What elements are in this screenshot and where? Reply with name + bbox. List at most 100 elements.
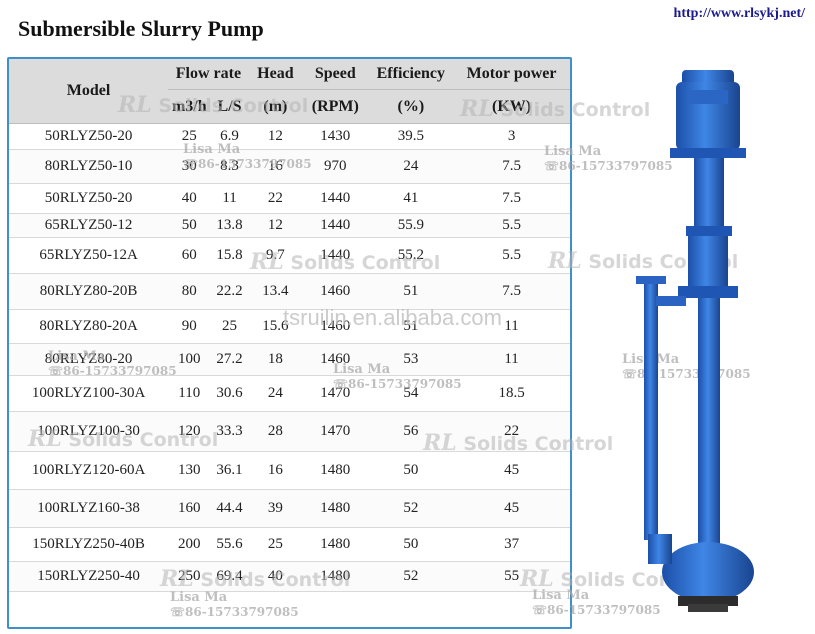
header-motor-power: Motor power bbox=[453, 59, 570, 90]
cell-speed: 1460 bbox=[302, 273, 369, 310]
cell-motor-power: 37 bbox=[453, 527, 570, 562]
table-row: 65RLYZ50-12 50 13.8 12 1440 55.9 5.5 bbox=[9, 213, 570, 238]
cell-flow-ls: 8.3 bbox=[210, 149, 249, 184]
cell-speed: 1460 bbox=[302, 309, 369, 344]
unit-efficiency: (%) bbox=[368, 89, 454, 124]
cell-model: 80RLYZ80-20 bbox=[9, 343, 169, 376]
cell-motor-power: 45 bbox=[453, 489, 570, 528]
table-units-row: m3/h L/S (m) (RPM) (%) (KW) bbox=[9, 89, 570, 124]
cell-flow-ls: 22.2 bbox=[210, 273, 249, 310]
cell-efficiency: 24 bbox=[368, 149, 454, 184]
cell-speed: 1440 bbox=[302, 183, 369, 214]
unit-ls: L/S bbox=[210, 89, 249, 124]
cell-motor-power: 5.5 bbox=[453, 237, 570, 274]
cell-model: 50RLYZ50-20 bbox=[9, 123, 169, 150]
cell-flow-ls: 13.8 bbox=[210, 213, 249, 238]
cell-efficiency: 50 bbox=[368, 527, 454, 562]
cell-head: 39 bbox=[248, 489, 303, 528]
cell-motor-power: 7.5 bbox=[453, 149, 570, 184]
cell-efficiency: 41 bbox=[368, 183, 454, 214]
header-speed: Speed bbox=[302, 59, 369, 90]
cell-flow-m3h: 100 bbox=[168, 343, 211, 376]
header-efficiency: Efficiency bbox=[368, 59, 454, 90]
unit-m3h: m3/h bbox=[168, 89, 211, 124]
cell-motor-power: 7.5 bbox=[453, 273, 570, 310]
cell-speed: 1480 bbox=[302, 527, 369, 562]
table-row: 50RLYZ50-20 25 6.9 12 1430 39.5 3 bbox=[9, 123, 570, 150]
cell-speed: 1440 bbox=[302, 213, 369, 238]
cell-model: 100RLYZ120-60A bbox=[9, 451, 169, 490]
cell-model: 80RLYZ80-20B bbox=[9, 273, 169, 310]
cell-efficiency: 55.9 bbox=[368, 213, 454, 238]
table-row: 100RLYZ120-60A 130 36.1 16 1480 50 45 bbox=[9, 451, 570, 490]
cell-flow-m3h: 130 bbox=[168, 451, 211, 490]
cell-speed: 1480 bbox=[302, 451, 369, 490]
cell-efficiency: 52 bbox=[368, 489, 454, 528]
cell-motor-power: 45 bbox=[453, 451, 570, 490]
cell-flow-m3h: 110 bbox=[168, 375, 211, 412]
cell-flow-ls: 30.6 bbox=[210, 375, 249, 412]
unit-speed: (RPM) bbox=[302, 89, 369, 124]
cell-head: 22 bbox=[248, 183, 303, 214]
cell-motor-power: 11 bbox=[453, 343, 570, 376]
cell-model: 100RLYZ160-38 bbox=[9, 489, 169, 528]
website-url[interactable]: http://www.rlsykj.net/ bbox=[673, 6, 805, 21]
cell-head: 28 bbox=[248, 411, 303, 452]
cell-motor-power: 11 bbox=[453, 309, 570, 344]
cell-head: 13.4 bbox=[248, 273, 303, 310]
cell-flow-ls: 11 bbox=[210, 183, 249, 214]
cell-head: 25 bbox=[248, 527, 303, 562]
cell-speed: 1480 bbox=[302, 489, 369, 528]
cell-flow-m3h: 50 bbox=[168, 213, 211, 238]
cell-efficiency: 54 bbox=[368, 375, 454, 412]
cell-speed: 1460 bbox=[302, 343, 369, 376]
cell-model: 65RLYZ50-12A bbox=[9, 237, 169, 274]
cell-speed: 1480 bbox=[302, 561, 369, 592]
cell-flow-m3h: 25 bbox=[168, 123, 211, 150]
cell-model: 100RLYZ100-30 bbox=[9, 411, 169, 452]
spec-table: Model Flow rate Head Speed Efficiency Mo… bbox=[9, 59, 570, 592]
cell-efficiency: 39.5 bbox=[368, 123, 454, 150]
table-row: 65RLYZ50-12A 60 15.8 9.7 1440 55.2 5.5 bbox=[9, 237, 570, 274]
table-row: 150RLYZ250-40B 200 55.6 25 1480 50 37 bbox=[9, 527, 570, 562]
cell-head: 24 bbox=[248, 375, 303, 412]
cell-flow-ls: 6.9 bbox=[210, 123, 249, 150]
header-flow-rate: Flow rate bbox=[168, 59, 249, 90]
table-row: 100RLYZ160-38 160 44.4 39 1480 52 45 bbox=[9, 489, 570, 528]
cell-motor-power: 5.5 bbox=[453, 213, 570, 238]
cell-speed: 1440 bbox=[302, 237, 369, 274]
cell-model: 150RLYZ250-40 bbox=[9, 561, 169, 592]
pump-image bbox=[636, 70, 754, 612]
cell-flow-m3h: 30 bbox=[168, 149, 211, 184]
cell-model: 150RLYZ250-40B bbox=[9, 527, 169, 562]
cell-flow-m3h: 160 bbox=[168, 489, 211, 528]
unit-head: (m) bbox=[248, 89, 303, 124]
cell-efficiency: 53 bbox=[368, 343, 454, 376]
table-row: 80RLYZ80-20B 80 22.2 13.4 1460 51 7.5 bbox=[9, 273, 570, 310]
cell-flow-ls: 36.1 bbox=[210, 451, 249, 490]
cell-speed: 970 bbox=[302, 149, 369, 184]
cell-model: 80RLYZ50-10 bbox=[9, 149, 169, 184]
cell-speed: 1430 bbox=[302, 123, 369, 150]
cell-speed: 1470 bbox=[302, 411, 369, 452]
cell-model: 100RLYZ100-30A bbox=[9, 375, 169, 412]
table-row: 50RLYZ50-20 40 11 22 1440 41 7.5 bbox=[9, 183, 570, 214]
cell-flow-m3h: 120 bbox=[168, 411, 211, 452]
cell-flow-m3h: 200 bbox=[168, 527, 211, 562]
cell-flow-m3h: 40 bbox=[168, 183, 211, 214]
cell-flow-m3h: 60 bbox=[168, 237, 211, 274]
cell-efficiency: 55.2 bbox=[368, 237, 454, 274]
cell-model: 50RLYZ50-20 bbox=[9, 183, 169, 214]
table-row: 80RLYZ80-20A 90 25 15.6 1460 51 11 bbox=[9, 309, 570, 344]
cell-efficiency: 50 bbox=[368, 451, 454, 490]
cell-head: 12 bbox=[248, 123, 303, 150]
cell-flow-m3h: 90 bbox=[168, 309, 211, 344]
cell-efficiency: 51 bbox=[368, 273, 454, 310]
cell-motor-power: 7.5 bbox=[453, 183, 570, 214]
table-row: 150RLYZ250-40 250 69.4 40 1480 52 55 bbox=[9, 561, 570, 592]
cell-flow-m3h: 250 bbox=[168, 561, 211, 592]
cell-flow-ls: 44.4 bbox=[210, 489, 249, 528]
cell-flow-ls: 27.2 bbox=[210, 343, 249, 376]
cell-flow-ls: 15.8 bbox=[210, 237, 249, 274]
cell-flow-ls: 25 bbox=[210, 309, 249, 344]
